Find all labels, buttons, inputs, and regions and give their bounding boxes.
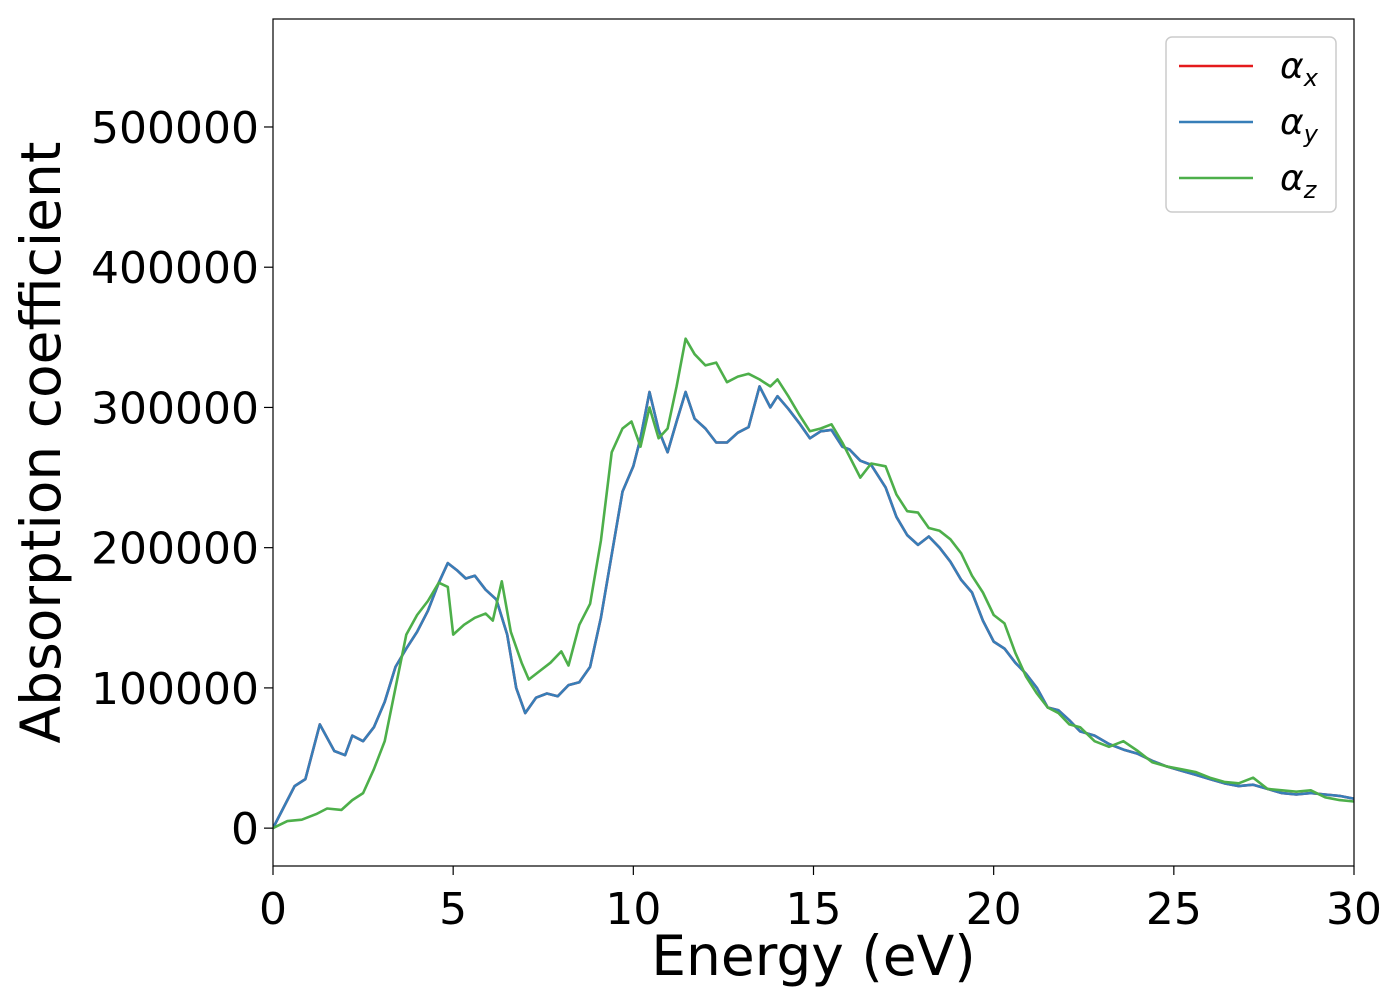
x-tick-label: 30 [1326, 884, 1382, 935]
x-tick-label: 10 [605, 884, 661, 935]
x-tick-label: 0 [259, 884, 287, 935]
legend-box [1165, 36, 1337, 213]
y-tick-label: 300000 [91, 383, 259, 434]
y-tick-label: 100000 [91, 664, 259, 715]
series-layer [273, 337, 1354, 830]
x-tick-label: 15 [786, 884, 842, 935]
axes-layer: 0 5 10 15 20 25 30 0 100000 200000 300000 400000 500… [91, 18, 1382, 935]
x-axis-label: Energy (eV) [651, 924, 975, 988]
y-tick-label: 200000 [91, 524, 259, 575]
legend-label-x: αx [1280, 46, 1319, 92]
series-line-y [273, 385, 1354, 830]
legend: αx αy αz [1165, 36, 1337, 213]
x-tick-label: 20 [966, 884, 1022, 935]
y-tick-label: 500000 [91, 103, 259, 154]
y-axis-label: Absorption coefficient [9, 142, 73, 744]
legend-label-z: αz [1280, 158, 1318, 204]
y-tick-label: 400000 [91, 243, 259, 294]
y-tick-label: 0 [231, 804, 259, 855]
x-tick-label: 5 [439, 884, 467, 935]
series-line-x [273, 385, 1354, 830]
legend-label-y: αy [1280, 102, 1319, 148]
series-line-z [273, 337, 1354, 830]
x-tick-label: 25 [1146, 884, 1202, 935]
